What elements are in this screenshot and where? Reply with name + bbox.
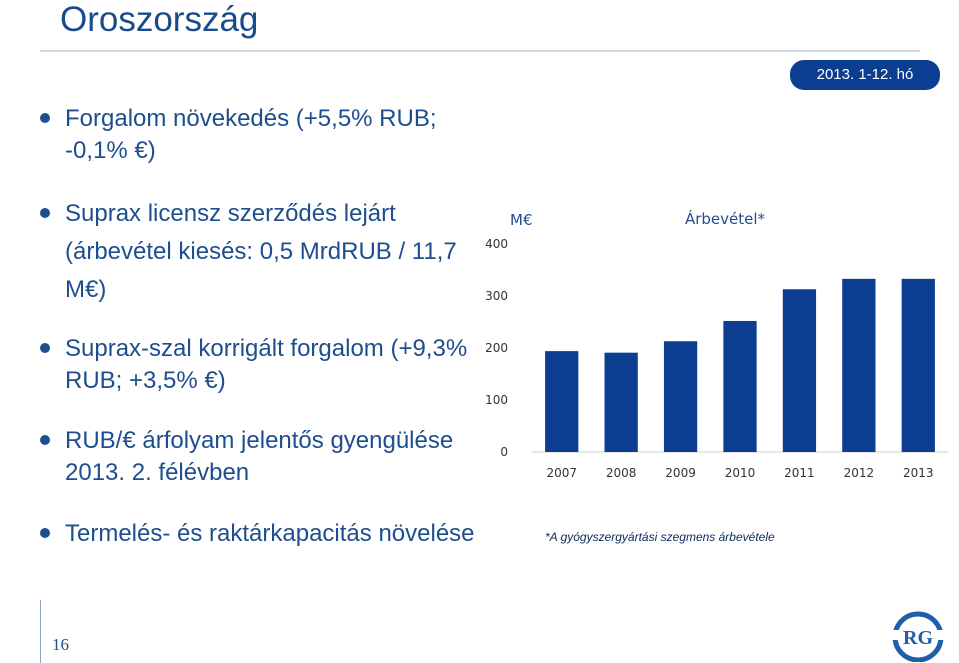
footer-divider — [40, 600, 41, 663]
logo-text: RG — [903, 627, 933, 649]
revenue-chart-svg: M€ Árbevétel* 0 100 200 300 400 2007 2008 2009 201… — [485, 209, 948, 480]
chart-footnote: *A gyógyszergyártási szegmens árbevétele — [545, 530, 775, 544]
bullet-text: RUB/€ árfolyam jelentős gyengülése 2013.… — [65, 427, 454, 486]
bullet-dot-icon — [40, 208, 50, 218]
bar — [782, 289, 817, 452]
x-tick-label: 2007 — [546, 466, 577, 480]
revenue-chart: M€ Árbevétel* 0 100 200 300 400 2007 2008 2009 201… — [470, 195, 955, 495]
y-tick-label: 0 — [500, 445, 508, 459]
page-title: Oroszország — [60, 0, 259, 39]
period-badge: 2013. 1-12. hó — [790, 60, 940, 90]
bar — [842, 278, 876, 452]
bullet-dot-icon — [40, 113, 50, 123]
page-number: 16 — [52, 635, 69, 654]
y-tick-label: 100 — [485, 393, 508, 407]
bar — [545, 351, 579, 452]
bullet-dot-icon — [40, 435, 50, 445]
bullet-text: Forgalom növekedés (+5,5% RUB; -0,1% €) — [65, 105, 437, 164]
bar — [604, 352, 638, 452]
bar — [723, 320, 757, 452]
bar — [901, 278, 935, 452]
bullet-text: Suprax licensz szerződés lejárt (árbevét… — [65, 200, 457, 303]
bullet-dot-icon — [40, 343, 50, 353]
x-tick-label: 2011 — [784, 466, 815, 480]
x-tick-label: 2008 — [606, 466, 637, 480]
y-tick-label: 400 — [485, 237, 508, 251]
chart-title: Árbevétel* — [685, 209, 766, 228]
x-tick-label: 2010 — [725, 466, 756, 480]
y-tick-label: 300 — [485, 289, 508, 303]
bullet-dot-icon — [40, 528, 50, 538]
x-tick-label: 2009 — [665, 466, 696, 480]
bullet-text: Termelés- és raktárkapacitás növelése — [65, 520, 475, 547]
chart-unit-label: M€ — [510, 211, 533, 229]
bullet-text: Suprax-szal korrigált forgalom (+9,3% RU… — [65, 335, 468, 394]
y-tick-label: 200 — [485, 341, 508, 355]
bar — [663, 341, 698, 452]
x-tick-label: 2012 — [844, 466, 875, 480]
x-tick-label: 2013 — [903, 466, 934, 480]
title-divider — [40, 50, 920, 52]
company-logo-icon: RG — [888, 611, 948, 662]
